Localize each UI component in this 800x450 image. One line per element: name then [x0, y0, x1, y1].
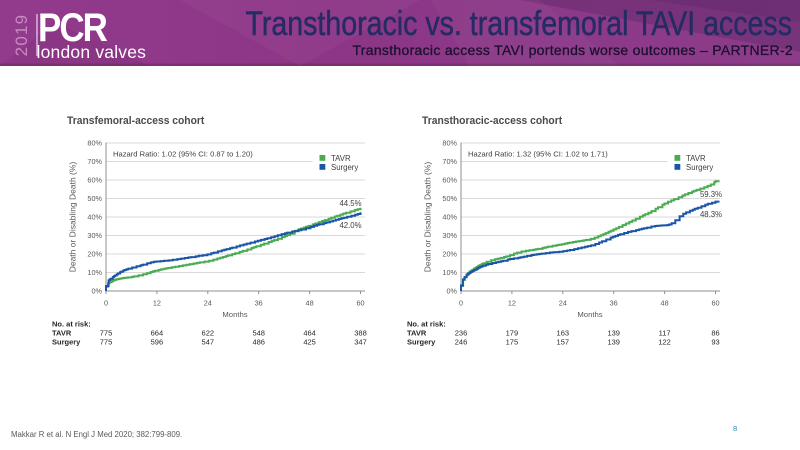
svg-text:Hazard Ratio: 1.32 (95% CI: 1.: Hazard Ratio: 1.32 (95% CI: 1.02 to 1.71… [468, 150, 608, 159]
svg-text:TAVR: TAVR [331, 154, 351, 163]
svg-text:117: 117 [659, 329, 671, 338]
svg-text:60: 60 [356, 299, 364, 308]
svg-text:48: 48 [306, 299, 314, 308]
svg-text:24: 24 [204, 299, 212, 308]
svg-text:12: 12 [508, 299, 516, 308]
svg-text:157: 157 [557, 338, 570, 347]
svg-text:70%: 70% [87, 157, 102, 166]
svg-text:40%: 40% [87, 213, 102, 222]
svg-text:Surgery: Surgery [407, 338, 436, 347]
svg-text:425: 425 [303, 338, 316, 347]
svg-text:44.5%: 44.5% [339, 199, 361, 208]
svg-text:622: 622 [202, 329, 215, 338]
svg-text:59.3%: 59.3% [700, 190, 722, 199]
svg-text:TAVR: TAVR [686, 154, 706, 163]
svg-text:36: 36 [255, 299, 263, 308]
svg-text:0: 0 [459, 299, 463, 308]
svg-text:20%: 20% [442, 250, 457, 259]
svg-text:464: 464 [303, 329, 316, 338]
svg-text:42.0%: 42.0% [339, 221, 361, 230]
svg-text:Surgery: Surgery [686, 163, 713, 172]
svg-text:36: 36 [610, 299, 618, 308]
svg-text:Surgery: Surgery [52, 338, 81, 347]
svg-text:388: 388 [354, 329, 367, 338]
svg-text:50%: 50% [442, 194, 457, 203]
svg-text:236: 236 [455, 329, 468, 338]
svg-text:50%: 50% [87, 194, 102, 203]
svg-text:70%: 70% [442, 157, 457, 166]
svg-text:60: 60 [711, 299, 719, 308]
svg-text:163: 163 [557, 329, 570, 338]
svg-text:No. at risk:: No. at risk: [407, 320, 446, 329]
svg-text:60%: 60% [442, 176, 457, 185]
svg-text:0%: 0% [446, 287, 457, 296]
svg-text:Surgery: Surgery [331, 163, 358, 172]
svg-text:TAVR: TAVR [407, 329, 427, 338]
svg-text:486: 486 [252, 338, 265, 347]
svg-text:20%: 20% [87, 250, 102, 259]
svg-text:10%: 10% [442, 268, 457, 277]
svg-text:139: 139 [607, 338, 620, 347]
svg-text:179: 179 [506, 329, 519, 338]
svg-text:No. at risk:: No. at risk: [52, 320, 91, 329]
svg-text:Hazard Ratio: 1.02 (95% CI: 0.: Hazard Ratio: 1.02 (95% CI: 0.87 to 1.20… [113, 150, 253, 159]
svg-text:548: 548 [252, 329, 265, 338]
svg-text:0: 0 [104, 299, 108, 308]
svg-text:775: 775 [100, 338, 113, 347]
svg-text:122: 122 [658, 338, 671, 347]
svg-text:547: 547 [202, 338, 215, 347]
svg-text:12: 12 [153, 299, 161, 308]
svg-text:86: 86 [711, 329, 719, 338]
svg-text:10%: 10% [87, 268, 102, 277]
svg-text:246: 246 [455, 338, 468, 347]
svg-text:Death or Disabling Death (%): Death or Disabling Death (%) [68, 162, 78, 273]
svg-text:24: 24 [559, 299, 567, 308]
svg-text:775: 775 [100, 329, 113, 338]
svg-text:60%: 60% [87, 176, 102, 185]
svg-text:93: 93 [711, 338, 719, 347]
svg-text:175: 175 [506, 338, 519, 347]
svg-text:40%: 40% [442, 213, 457, 222]
svg-text:347: 347 [354, 338, 367, 347]
svg-text:Months: Months [577, 310, 602, 319]
svg-text:80%: 80% [442, 139, 457, 148]
svg-text:30%: 30% [442, 231, 457, 240]
svg-text:48: 48 [661, 299, 669, 308]
svg-text:30%: 30% [87, 231, 102, 240]
svg-text:596: 596 [151, 338, 164, 347]
svg-text:48.3%: 48.3% [700, 210, 722, 219]
svg-text:139: 139 [607, 329, 620, 338]
svg-text:0%: 0% [91, 287, 102, 296]
svg-text:Months: Months [222, 310, 247, 319]
svg-text:80%: 80% [87, 139, 102, 148]
svg-text:TAVR: TAVR [52, 329, 72, 338]
svg-text:Death or Disabling Death (%): Death or Disabling Death (%) [423, 162, 433, 273]
svg-text:664: 664 [151, 329, 164, 338]
